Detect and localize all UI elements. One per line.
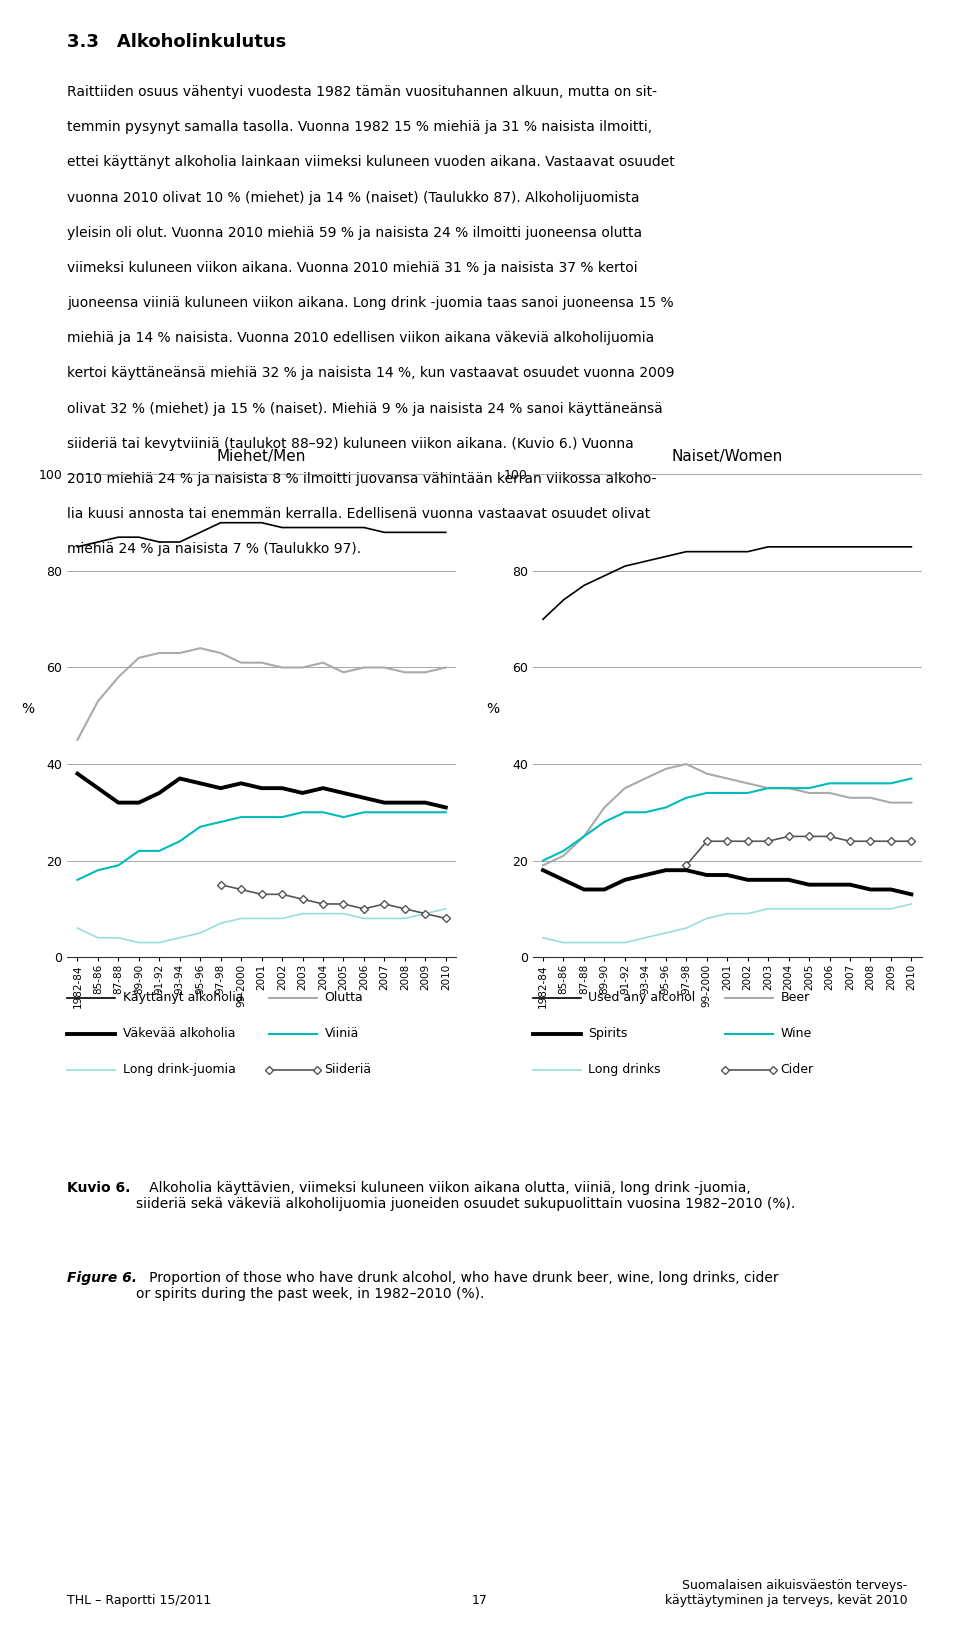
Text: Kuvio 6.: Kuvio 6. bbox=[67, 1181, 131, 1196]
Text: Viiniä: Viiniä bbox=[324, 1027, 359, 1040]
Text: 3.3 Alkoholinkulutus: 3.3 Alkoholinkulutus bbox=[67, 33, 286, 51]
Text: kertoi käyttäneänsä miehiä 32 % ja naisista 14 %, kun vastaavat osuudet vuonna 2: kertoi käyttäneänsä miehiä 32 % ja naisi… bbox=[67, 366, 675, 381]
Text: Spirits: Spirits bbox=[588, 1027, 628, 1040]
Text: Used any alcohol: Used any alcohol bbox=[588, 991, 696, 1005]
Text: vuonna 2010 olivat 10 % (miehet) ja 14 % (naiset) (Taulukko 87). Alkoholijuomist: vuonna 2010 olivat 10 % (miehet) ja 14 %… bbox=[67, 191, 639, 204]
Text: temmin pysynyt samalla tasolla. Vuonna 1982 15 % miehiä ja 31 % naisista ilmoitt: temmin pysynyt samalla tasolla. Vuonna 1… bbox=[67, 121, 653, 134]
Text: siideriä tai kevytviiniä (taulukot 88–92) kuluneen viikon aikana. (Kuvio 6.) Vuo: siideriä tai kevytviiniä (taulukot 88–92… bbox=[67, 437, 634, 452]
Text: 17: 17 bbox=[472, 1593, 488, 1607]
Text: Siideriä: Siideriä bbox=[324, 1063, 372, 1076]
Title: Miehet/Men: Miehet/Men bbox=[217, 448, 306, 463]
Text: Alkoholia käyttävien, viimeksi kuluneen viikon aikana olutta, viiniä, long drink: Alkoholia käyttävien, viimeksi kuluneen … bbox=[136, 1181, 796, 1211]
Text: viimeksi kuluneen viikon aikana. Vuonna 2010 miehiä 31 % ja naisista 37 % kertoi: viimeksi kuluneen viikon aikana. Vuonna … bbox=[67, 260, 637, 275]
Title: Naiset/Women: Naiset/Women bbox=[672, 448, 782, 463]
Text: ettei käyttänyt alkoholia lainkaan viimeksi kuluneen vuoden aikana. Vastaavat os: ettei käyttänyt alkoholia lainkaan viime… bbox=[67, 155, 675, 170]
Text: Wine: Wine bbox=[780, 1027, 812, 1040]
Text: 2010 miehiä 24 % ja naisista 8 % ilmoitti juovansa vähintään kerran viikossa alk: 2010 miehiä 24 % ja naisista 8 % ilmoitt… bbox=[67, 471, 657, 486]
Text: Long drinks: Long drinks bbox=[588, 1063, 661, 1076]
Text: miehiä ja 14 % naisista. Vuonna 2010 edellisen viikon aikana väkeviä alkoholijuo: miehiä ja 14 % naisista. Vuonna 2010 ede… bbox=[67, 330, 655, 345]
Text: THL – Raportti 15/2011: THL – Raportti 15/2011 bbox=[67, 1593, 211, 1607]
Text: Suomalaisen aikuisväestön terveys-
käyttäytyminen ja terveys, kevät 2010: Suomalaisen aikuisväestön terveys- käytt… bbox=[664, 1579, 907, 1607]
Text: Väkevää alkoholia: Väkevää alkoholia bbox=[123, 1027, 235, 1040]
Text: Proportion of those who have drunk alcohol, who have drunk beer, wine, long drin: Proportion of those who have drunk alcoh… bbox=[136, 1271, 779, 1301]
Text: Cider: Cider bbox=[780, 1063, 814, 1076]
Text: yleisin oli olut. Vuonna 2010 miehiä 59 % ja naisista 24 % ilmoitti juoneensa ol: yleisin oli olut. Vuonna 2010 miehiä 59 … bbox=[67, 226, 642, 240]
Text: Raittiiden osuus vähentyi vuodesta 1982 tämän vuosituhannen alkuun, mutta on sit: Raittiiden osuus vähentyi vuodesta 1982 … bbox=[67, 85, 658, 100]
Text: Beer: Beer bbox=[780, 991, 809, 1005]
Text: Long drink-juomia: Long drink-juomia bbox=[123, 1063, 236, 1076]
Y-axis label: %: % bbox=[21, 702, 34, 717]
Text: lia kuusi annosta tai enemmän kerralla. Edellisenä vuonna vastaavat osuudet oliv: lia kuusi annosta tai enemmän kerralla. … bbox=[67, 507, 651, 522]
Y-axis label: %: % bbox=[487, 702, 499, 717]
Text: juoneensa viiniä kuluneen viikon aikana. Long drink -juomia taas sanoi juoneensa: juoneensa viiniä kuluneen viikon aikana.… bbox=[67, 296, 674, 311]
Text: Olutta: Olutta bbox=[324, 991, 363, 1005]
Text: Figure 6.: Figure 6. bbox=[67, 1271, 137, 1286]
Text: Käyttänyt alkoholia: Käyttänyt alkoholia bbox=[123, 991, 244, 1005]
Text: miehiä 24 % ja naisista 7 % (Taulukko 97).: miehiä 24 % ja naisista 7 % (Taulukko 97… bbox=[67, 543, 361, 556]
Text: olivat 32 % (miehet) ja 15 % (naiset). Miehiä 9 % ja naisista 24 % sanoi käyttän: olivat 32 % (miehet) ja 15 % (naiset). M… bbox=[67, 402, 663, 416]
